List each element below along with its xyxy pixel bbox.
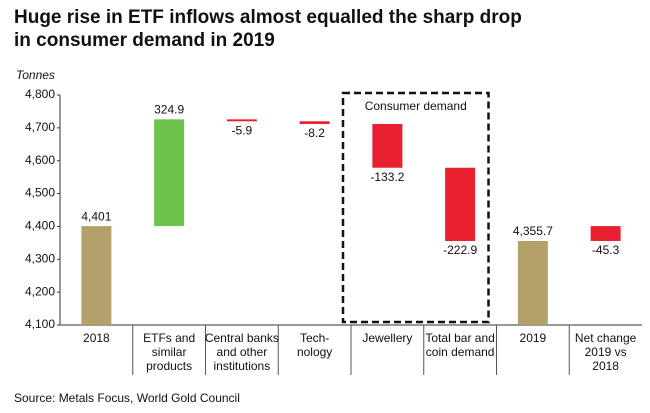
data-label: -8.2 <box>304 126 325 140</box>
bar <box>226 119 257 122</box>
x-tick-label: 2019 <box>519 331 547 345</box>
y-tick-label: 4,800 <box>25 87 55 101</box>
bar <box>372 123 403 168</box>
bar <box>590 226 621 241</box>
y-tick-label: 4,400 <box>25 219 55 233</box>
x-tick-label: Central banks and other institutions <box>204 331 279 373</box>
data-label: 4,401 <box>81 209 111 223</box>
bar <box>445 167 476 241</box>
y-tick-label: 4,500 <box>25 186 55 200</box>
chart-title: Huge rise in ETF inflows almost equalled… <box>14 7 522 51</box>
x-tick-label: Net change 2019 vs 2018 <box>574 331 637 373</box>
x-tick-label: Total bar and coin demand <box>425 331 495 359</box>
bar <box>154 119 185 227</box>
x-tick-label: Tech- nology <box>296 331 333 359</box>
y-tick-label: 4,700 <box>25 120 55 134</box>
bar <box>81 226 112 325</box>
y-tick-label: 4,300 <box>25 251 55 265</box>
y-axis-label: Tonnes <box>16 68 55 82</box>
data-label: 324.9 <box>154 103 184 117</box>
y-tick-label: 4,600 <box>25 153 55 167</box>
source: Source: Metals Focus, World Gold Council <box>14 391 240 405</box>
annotation-box <box>341 91 490 324</box>
y-tick-label: 4,100 <box>25 317 55 331</box>
x-tick-label: ETFs and similar products <box>143 331 196 373</box>
x-tick-label: Jewellery <box>362 331 413 345</box>
data-label: -45.3 <box>592 243 620 257</box>
annotation: Consumer demand <box>365 99 467 113</box>
data-label: -133.2 <box>370 170 404 184</box>
bar <box>299 121 330 124</box>
x-tick-label: 2018 <box>83 331 110 345</box>
data-label: -5.9 <box>232 123 253 137</box>
bar <box>517 240 548 325</box>
y-tick-label: 4,200 <box>25 284 55 298</box>
data-label: 4,355.7 <box>513 224 553 238</box>
data-label: -222.9 <box>443 243 477 257</box>
